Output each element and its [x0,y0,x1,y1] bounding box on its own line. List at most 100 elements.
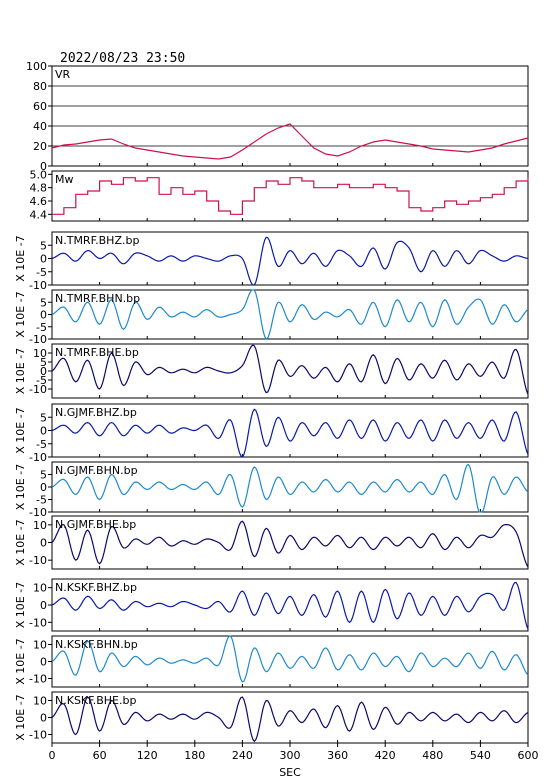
panel-label: N.GJMF.BHZ.bp [55,406,137,419]
series-line [51,463,529,513]
panel-3: 50-5-10 N.TMRF.BHN.bp X 10E -7 [14,289,529,346]
y-axis-label: X 10E -7 [14,291,27,337]
y-tick-label: 20 [33,140,47,153]
y-axis-label: X 10E -7 [14,464,27,510]
panel-6: 50-5-10 N.GJMF.BHN.bp X 10E -7 [14,461,529,519]
series-line [51,289,529,340]
series-line [51,635,529,683]
series-line [52,177,529,215]
y-tick-label: 0 [40,537,47,550]
timestamp-title: 2022/08/23 23:50 [60,51,185,66]
x-tick-label: 60 [93,749,107,762]
panel-8: 10 0 -10 N.KSKF.BHZ.bp X 10E -7 [14,578,529,632]
x-tick-label: 0 [49,749,56,762]
y-axis-label: X 10E -7 [14,582,27,628]
y-tick-label: 5 [40,411,47,424]
y-tick-label: 5 [40,469,47,482]
y-tick-label: 10 [33,347,47,360]
x-axis-label: SEC [279,766,301,779]
x-tick-label: 300 [280,749,301,762]
panel-label: N.KSKF.BHE.bp [55,694,136,707]
x-axis: 0 60 120 180 240 300 360 420 480 540 600 [49,743,539,762]
y-tick-label: 0 [40,712,47,725]
y-tick-label: 0 [40,309,47,322]
panel-label: N.KSKF.BHN.bp [55,638,138,651]
y-tick-label: 60 [33,100,47,113]
y-tick-label: 100 [26,60,47,73]
panel-label: N.TMRF.BHN.bp [55,292,140,305]
y-tick-label: -10 [29,554,47,567]
y-tick-label: -10 [29,673,47,686]
x-tick-label: 360 [327,749,348,762]
panel-1: 4.44.64.85.0 Mw [30,168,529,222]
y-tick-label: -5 [36,266,47,279]
x-tick-label: 600 [518,749,539,762]
y-tick-label: -5 [36,321,47,334]
panel-label: N.KSKF.BHZ.bp [55,581,137,594]
panel-label: VR [55,68,71,81]
y-tick-label: 5.0 [30,168,48,181]
y-axis-label: X 10E -7 [14,407,27,453]
x-tick-label: 180 [184,749,205,762]
y-tick-label: 4.6 [30,195,48,208]
series-line [51,581,529,630]
panel-7: 10 0 -10 N.GJMF.BHE.bp X 10E -7 [14,515,529,570]
y-tick-label: -5 [36,438,47,451]
panel-0: 0 20 40 60 80 100 VR [26,60,529,173]
y-tick-label: -10 [29,279,47,292]
y-tick-label: 0 [40,656,47,669]
x-tick-label: 120 [137,749,158,762]
panel-5: 50-5-10 N.GJMF.BHZ.bp X 10E -7 [14,403,529,464]
y-tick-label: -10 [29,616,47,629]
y-tick-label: 5 [40,239,47,252]
y-tick-label: 40 [33,120,47,133]
y-tick-label: 0 [40,481,47,494]
y-tick-label: -10 [29,729,47,742]
x-tick-label: 420 [375,749,396,762]
y-tick-label: 0 [40,425,47,438]
y-tick-label: 0 [40,599,47,612]
y-axis-label: X 10E -7 [14,348,27,394]
y-tick-label: 5 [40,356,47,369]
series-line [51,344,529,395]
panel-10: 10 0 -10 N.KSKF.BHE.bp X 10E -7 [14,691,529,744]
y-tick-label: 80 [33,80,47,93]
x-tick-label: 480 [422,749,443,762]
y-tick-label: 0 [40,365,47,378]
x-tick-label: 240 [232,749,253,762]
series-line [51,696,529,743]
y-tick-label: -10 [29,383,47,396]
y-axis-label: X 10E -7 [14,235,27,281]
y-axis-label: X 10E -7 [14,694,27,740]
y-tick-label: -10 [29,506,47,519]
y-tick-label: 10 [33,695,47,708]
panel-2: 50-5-10 N.TMRF.BHZ.bp X 10E -7 [14,231,529,292]
y-tick-label: 5 [40,296,47,309]
y-tick-label: 0 [40,160,47,173]
y-axis-label: X 10E -7 [14,519,27,565]
panel-label: Mw [55,173,74,186]
panel-label: N.TMRF.BHZ.bp [55,234,139,247]
panel-9: 10 0 -10 N.KSKF.BHN.bp X 10E -7 [14,635,529,688]
series-line [51,236,529,286]
y-tick-label: 10 [33,639,47,652]
panel-label: N.TMRF.BHE.bp [55,346,139,359]
x-tick-label: 540 [470,749,491,762]
series-line [51,520,529,568]
y-tick-label: -10 [29,333,47,346]
y-axis-label: X 10E -7 [14,638,27,684]
y-tick-label: 10 [33,582,47,595]
series-line [51,123,529,160]
y-tick-label: -5 [36,494,47,507]
y-tick-label: 4.4 [30,208,48,221]
panel-label: N.GJMF.BHE.bp [55,518,136,531]
panel-label: N.GJMF.BHN.bp [55,464,138,477]
y-tick-label: 0 [40,253,47,266]
y-tick-label: 4.8 [30,182,48,195]
y-tick-label: -5 [36,374,47,387]
series-line [51,408,529,458]
y-tick-label: 10 [33,519,47,532]
